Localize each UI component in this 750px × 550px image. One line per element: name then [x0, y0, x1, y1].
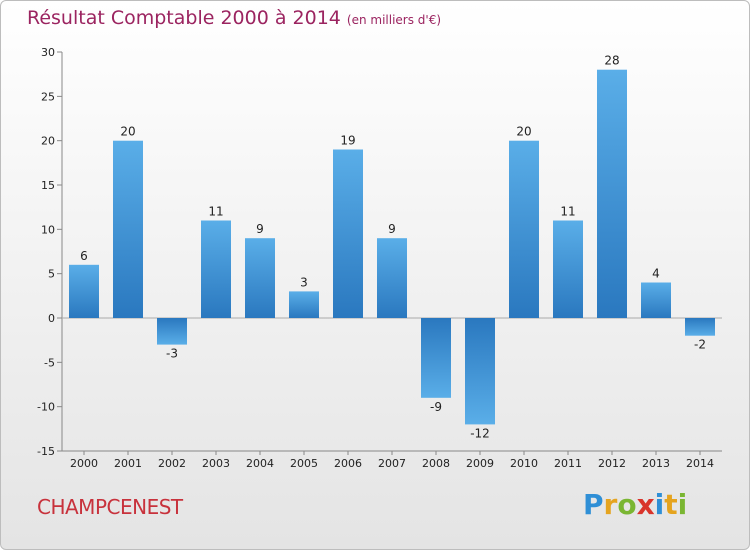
- y-tick-label: 0: [48, 312, 55, 325]
- x-tick-label: 2011: [554, 457, 582, 470]
- bar: [289, 291, 319, 318]
- proxiti-logo-letter: i: [654, 488, 665, 521]
- x-tick-label: 2010: [510, 457, 538, 470]
- bar: [421, 318, 451, 398]
- y-tick-label: 30: [41, 46, 55, 59]
- bar-value-label: -2: [694, 338, 706, 352]
- bar-value-label: 20: [120, 125, 135, 139]
- y-tick-label: -10: [37, 401, 55, 414]
- chart-subtitle: (en milliers d'€): [346, 13, 442, 27]
- x-tick-label: 2004: [246, 457, 274, 470]
- y-tick-label: 5: [48, 268, 55, 281]
- x-tick-label: 2014: [686, 457, 714, 470]
- proxiti-logo-letter: r: [603, 488, 618, 521]
- bar-value-label: 9: [388, 222, 396, 236]
- y-tick-label: 15: [41, 179, 55, 192]
- bar: [157, 318, 187, 345]
- proxiti-logo-letter: o: [617, 488, 637, 521]
- bar-value-label: 20: [516, 125, 531, 139]
- bar: [69, 264, 99, 318]
- bar: [113, 140, 143, 318]
- bar-value-label: 4: [652, 267, 660, 281]
- bar: [465, 318, 495, 425]
- x-tick-label: 2003: [202, 457, 230, 470]
- x-tick-label: 2001: [114, 457, 142, 470]
- x-tick-label: 2012: [598, 457, 626, 470]
- proxiti-logo-letter: P: [583, 488, 604, 521]
- bar: [597, 69, 627, 318]
- x-tick-label: 2007: [378, 457, 406, 470]
- x-tick-label: 2006: [334, 457, 362, 470]
- x-tick-label: 2000: [70, 457, 98, 470]
- chart-title: Résultat Comptable 2000 à 2014 (en millie…: [27, 7, 441, 29]
- bar: [201, 220, 231, 318]
- bar-value-label: 11: [208, 204, 223, 218]
- x-tick-label: 2009: [466, 457, 494, 470]
- bar: [245, 238, 275, 318]
- x-tick-label: 2005: [290, 457, 318, 470]
- x-tick-label: 2013: [642, 457, 670, 470]
- y-tick-label: 20: [41, 135, 55, 148]
- y-tick-label: -5: [44, 356, 55, 369]
- bar-value-label: 28: [604, 54, 619, 68]
- bar: [641, 282, 671, 318]
- proxiti-logo-letter: t: [664, 488, 678, 521]
- bar-value-label: -3: [166, 347, 178, 361]
- y-tick-label: -15: [37, 445, 55, 458]
- bar-value-label: 6: [80, 249, 88, 263]
- bar: [333, 149, 363, 318]
- bar-value-label: 11: [560, 204, 575, 218]
- y-tick-label: 25: [41, 90, 55, 103]
- bar-value-label: -9: [430, 400, 442, 414]
- proxiti-logo-letter: x: [636, 488, 655, 521]
- y-tick-label: 10: [41, 223, 55, 236]
- bar: [377, 238, 407, 318]
- bar: [553, 220, 583, 318]
- bar-value-label: -12: [470, 426, 490, 440]
- chart-data-labels: 6 20 -3 11 9 3 19 9 -9 -12 20 11 28 4 -2: [80, 54, 706, 441]
- bar-value-label: 9: [256, 222, 264, 236]
- x-tick-label: 2008: [422, 457, 450, 470]
- x-tick-label: 2002: [158, 457, 186, 470]
- bar-value-label: 3: [300, 275, 308, 289]
- commune-name: CHAMPCENEST: [37, 495, 183, 519]
- chart-title-text: Résultat Comptable 2000 à 2014: [27, 7, 341, 29]
- chart-bars: [69, 69, 715, 425]
- proxiti-logo-letter: i: [677, 488, 688, 521]
- proxiti-logo: Proxiti: [583, 488, 687, 521]
- bar: [509, 140, 539, 318]
- bar-value-label: 19: [340, 134, 355, 148]
- bar: [685, 318, 715, 336]
